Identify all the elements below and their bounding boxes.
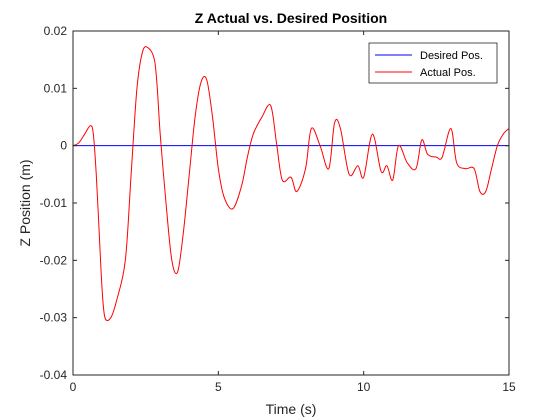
series-actual-line	[72, 46, 510, 322]
plot-background	[73, 31, 509, 375]
y-tick-label: 0.02	[44, 24, 68, 38]
x-tick-label: 10	[357, 380, 371, 394]
legend-label-desired: Desired Pos.	[420, 50, 483, 62]
y-tick-label: -0.03	[40, 311, 68, 325]
y-tick-label: -0.04	[40, 368, 68, 382]
y-ticks: -0.04 -0.03 -0.02 -0.01 0 0.01 0.02	[40, 24, 509, 382]
x-tick-label: 15	[502, 380, 516, 394]
y-tick-label: -0.02	[40, 253, 68, 267]
x-tick-label: 0	[70, 380, 77, 394]
legend-box	[368, 42, 498, 84]
y-tick-label: -0.01	[40, 196, 68, 210]
y-axis-label: Z Position (m)	[17, 159, 33, 246]
x-axis-label: Time (s)	[266, 401, 317, 417]
legend-label-actual: Actual Pos.	[420, 67, 476, 79]
series-layer	[72, 46, 510, 322]
x-tick-label: 5	[215, 380, 222, 394]
legend: Desired Pos. Actual Pos.	[368, 42, 498, 84]
y-tick-label: 0	[60, 139, 67, 153]
chart-title: Z Actual vs. Desired Position	[195, 10, 387, 26]
x-ticks: 0 5 10 15	[70, 31, 516, 394]
y-tick-label: 0.01	[44, 81, 68, 95]
